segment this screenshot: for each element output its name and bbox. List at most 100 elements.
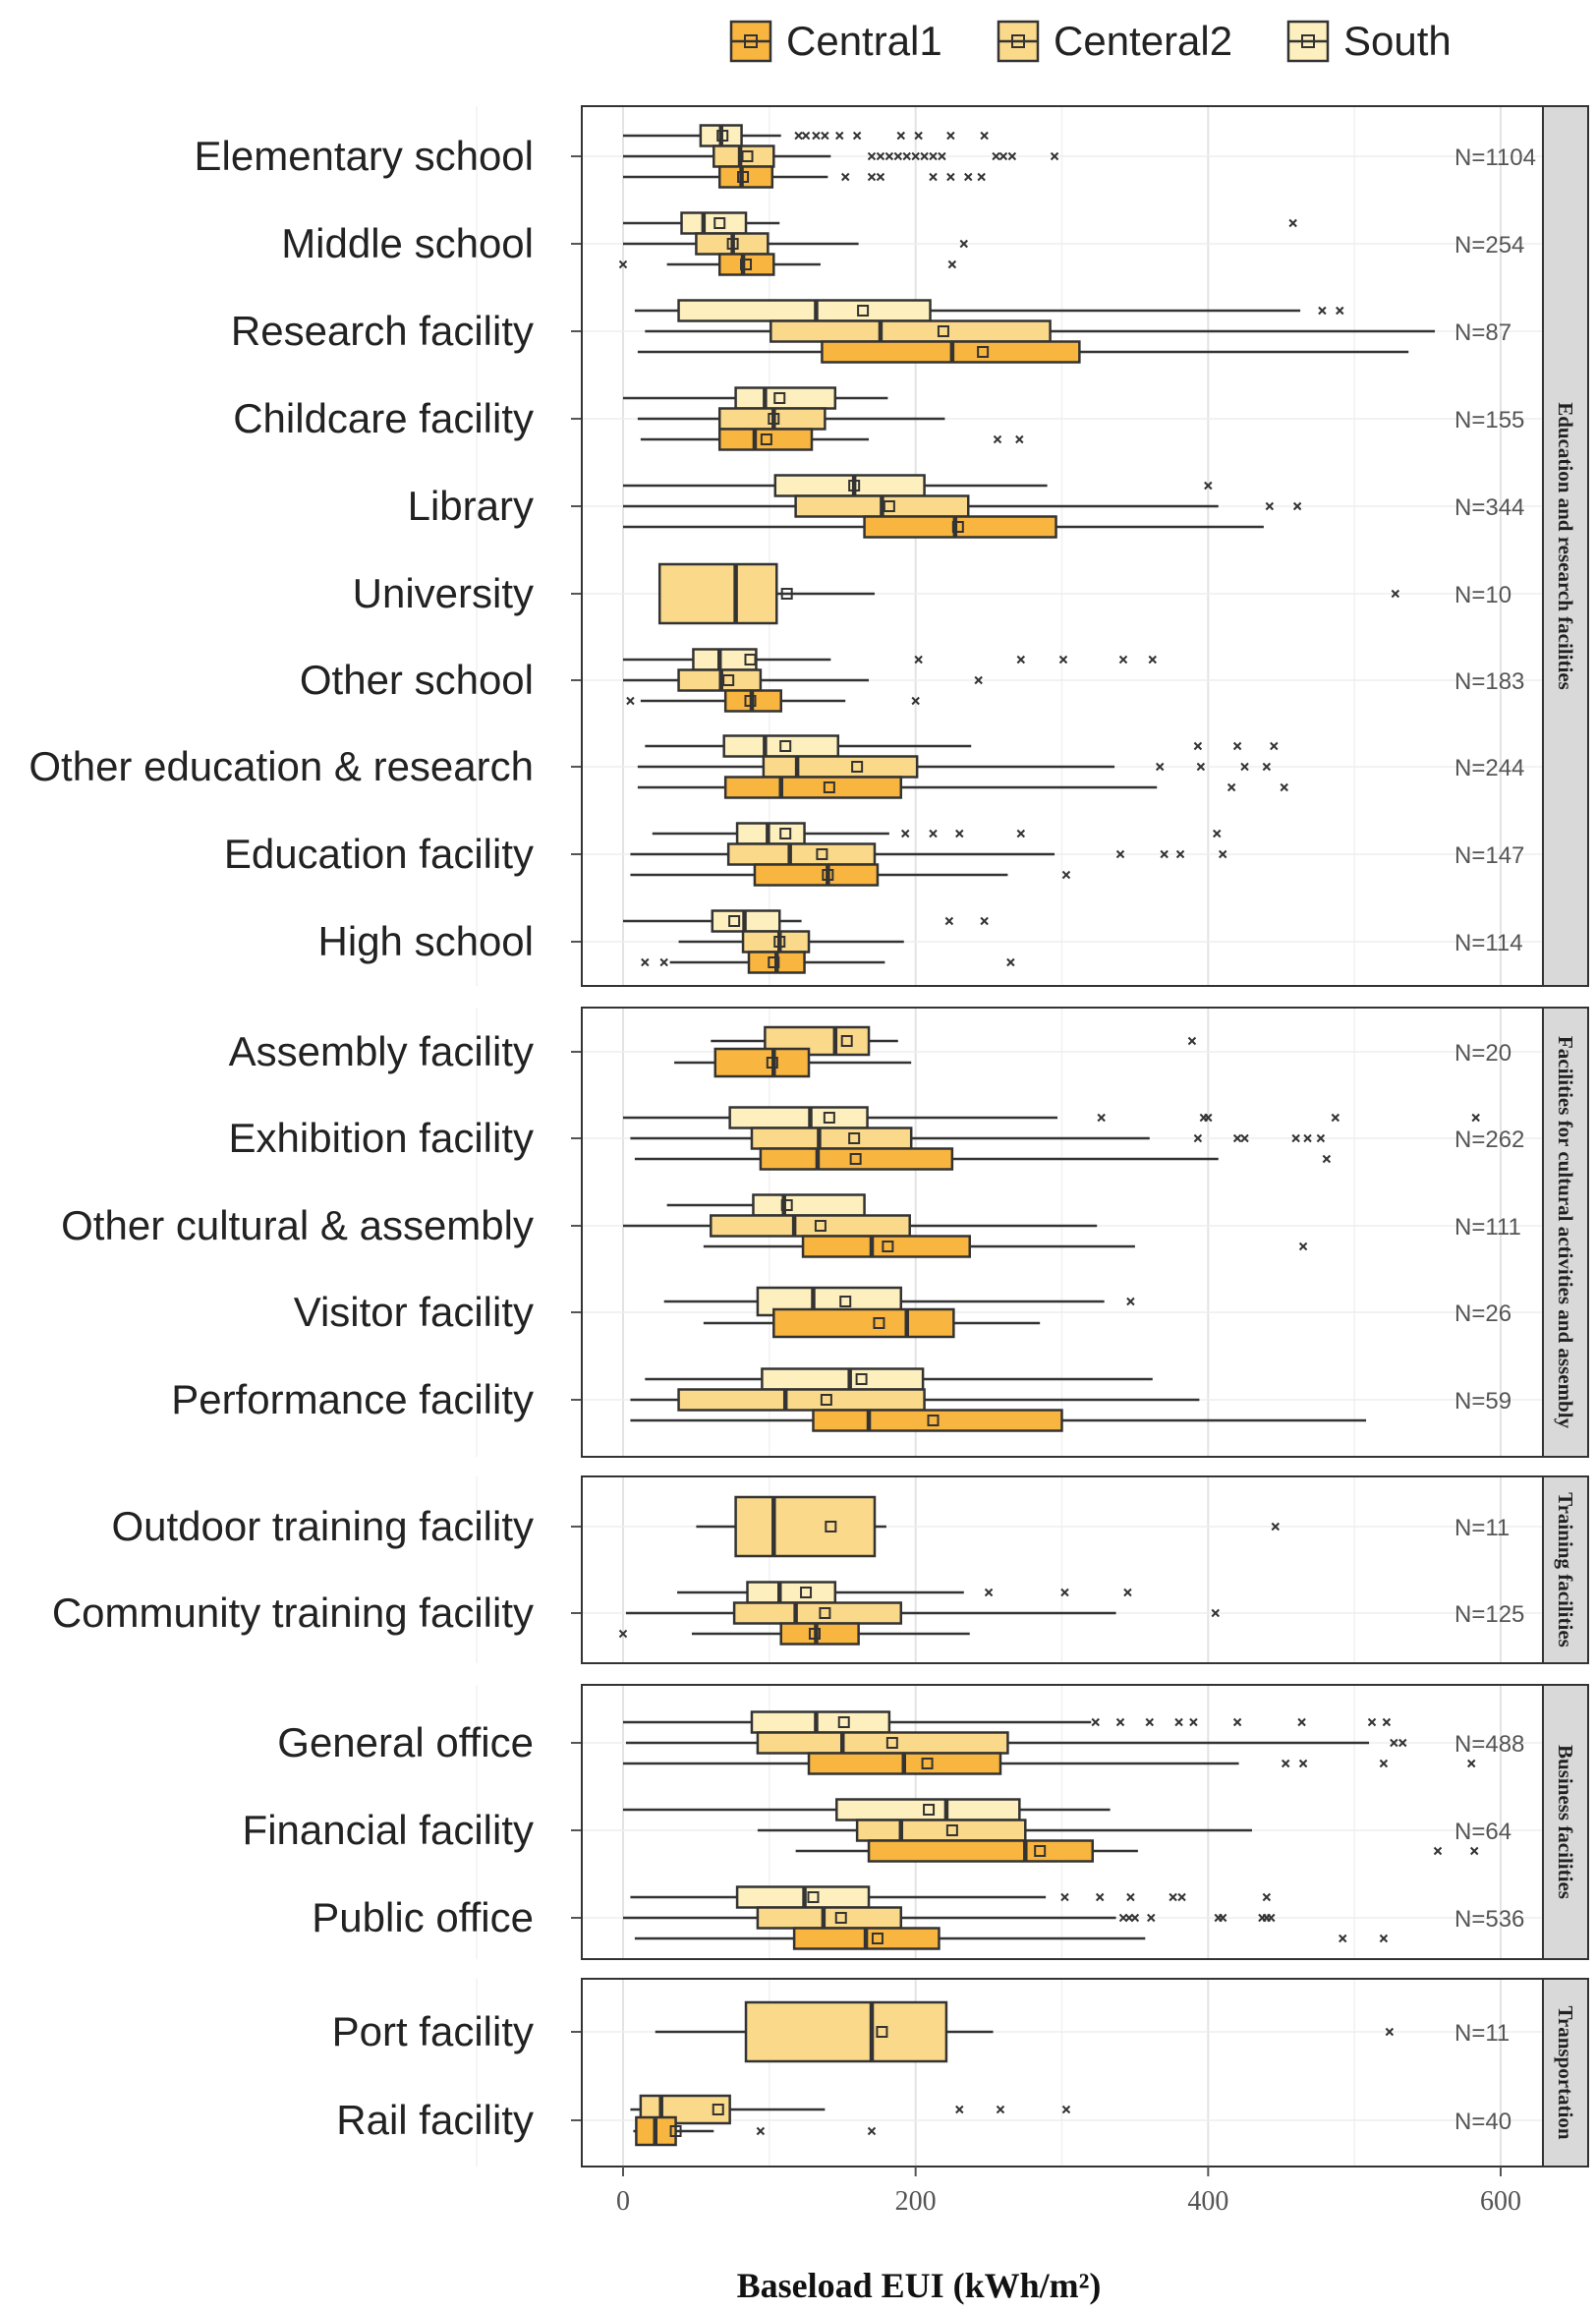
iqr-box (726, 842, 877, 866)
mean-marker (927, 1415, 940, 1426)
outlier-point (1160, 849, 1168, 859)
iqr-box (753, 863, 880, 887)
mean-marker (766, 1057, 778, 1069)
mean-marker (773, 392, 786, 404)
mean-marker (713, 217, 726, 229)
iqr-box (759, 1147, 954, 1171)
box-central1 (630, 1409, 1367, 1432)
legend-entry-south: South (1286, 18, 1452, 64)
category-label: Other cultural & assembly (61, 1202, 534, 1248)
box-south (652, 822, 1222, 845)
outlier-point (992, 151, 1000, 161)
outlier-point (1050, 151, 1059, 161)
iqr-box (750, 1710, 891, 1734)
outlier-point (1126, 1892, 1135, 1902)
n-label: N=1104 (1454, 144, 1536, 171)
mean-marker (923, 1804, 936, 1816)
outlier-point (911, 696, 920, 706)
mean-marker (825, 1521, 837, 1532)
category-university: University N=10 (353, 562, 1511, 625)
outlier-point (1398, 1738, 1407, 1748)
outlier-point (852, 131, 862, 141)
strip-label: Training facilities (1554, 1492, 1577, 1647)
category-label: Elementary school (195, 133, 535, 179)
outlier-point (1379, 1934, 1389, 1943)
mean-marker (716, 130, 729, 142)
outlier-point (1147, 1913, 1156, 1923)
outlier-point (929, 151, 938, 161)
outlier-point (867, 151, 877, 161)
outlier-point (1211, 1608, 1220, 1618)
mean-marker (773, 936, 786, 948)
category-general-office: General office N=488 (277, 1710, 1552, 1775)
outlier-point (876, 151, 885, 161)
outlier-point (1118, 655, 1128, 665)
category-other-cultural-assembly: Other cultural & assembly N=111 (61, 1193, 1521, 1258)
outlier-point (1367, 1717, 1377, 1727)
outlier-point (1177, 1892, 1186, 1902)
outlier-point (1280, 782, 1288, 792)
mean-marker (779, 740, 792, 752)
category-rail-facility: Rail facility N=40 (336, 2094, 1511, 2147)
box-centeral2 (623, 144, 1059, 168)
iqr-box (657, 562, 778, 625)
outlier-point (867, 172, 877, 182)
iqr-box (835, 1798, 1021, 1821)
box-south (623, 124, 989, 147)
iqr-box (752, 1193, 866, 1217)
category-exhibition-facility: Exhibition facility N=262 (229, 1106, 1524, 1171)
outlier-point (1390, 1738, 1398, 1748)
outlier-point (618, 1629, 628, 1639)
outlier-point (1130, 1913, 1140, 1923)
category-assembly-facility: Assembly facility N=20 (229, 1025, 1511, 1078)
n-label: N=344 (1454, 494, 1524, 521)
mean-marker (808, 1628, 821, 1640)
mean-marker (883, 500, 895, 512)
outlier-point (1226, 782, 1236, 792)
mean-marker (823, 781, 835, 793)
panels: Elementary school N=1104 Middle school N=25… (28, 105, 1589, 2168)
iqr-box (713, 1047, 811, 1078)
mean-marker (873, 1317, 885, 1329)
box-central1 (641, 951, 1015, 974)
outlier-point (1282, 1759, 1290, 1768)
legend-label: South (1343, 18, 1452, 64)
legend-entry-central1: Central1 (729, 18, 942, 64)
outlier-point (641, 957, 650, 967)
outlier-point (1007, 151, 1017, 161)
mean-marker (722, 674, 735, 686)
n-label: N=20 (1454, 1040, 1511, 1067)
mean-marker (921, 1758, 934, 1769)
outlier-point (1174, 1717, 1183, 1727)
iqr-box (717, 428, 814, 451)
box-central1 (634, 1927, 1389, 1950)
outlier-point (974, 675, 983, 685)
outlier-point (821, 131, 829, 141)
outlier-point (1126, 1297, 1135, 1306)
outlier-point (946, 131, 955, 141)
box-central1 (633, 2115, 877, 2147)
n-label: N=40 (1454, 2109, 1511, 2135)
category-label: Assembly facility (229, 1028, 534, 1074)
n-label: N=155 (1454, 407, 1524, 434)
category-label: Other education & research (28, 743, 534, 789)
strip-label: Business facilities (1554, 1745, 1577, 1899)
mean-marker (819, 1607, 831, 1619)
mean-marker (823, 1112, 835, 1124)
outlier-point (1391, 589, 1400, 599)
outlier-point (1232, 741, 1242, 751)
category-education-facility: Education facility N=147 (224, 822, 1524, 887)
category-label: Rail facility (336, 2097, 534, 2143)
box-centeral2 (630, 842, 1227, 866)
mean-marker (840, 1035, 853, 1047)
outlier-point (1060, 1892, 1069, 1902)
iqr-box (750, 1127, 913, 1150)
outlier-point (1288, 218, 1297, 228)
box-south (634, 299, 1344, 322)
panel-2: Assembly facility N=20 Exhibition facility… (61, 1007, 1589, 1458)
iqr-box (770, 319, 1052, 343)
n-label: N=536 (1454, 1906, 1524, 1933)
box-central1 (618, 253, 957, 276)
outlier-point (896, 131, 905, 141)
